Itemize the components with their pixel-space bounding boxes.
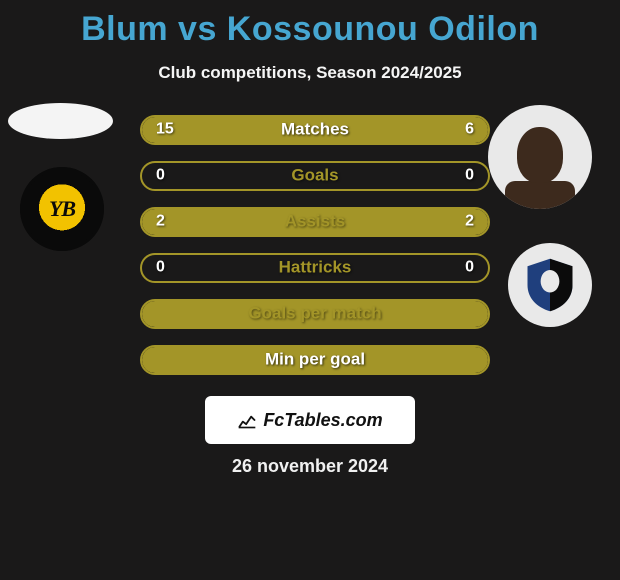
- metric-label: Assists: [142, 212, 488, 232]
- club-left-badge: YB: [20, 167, 104, 251]
- page-title: Blum vs Kossounou Odilon: [0, 0, 620, 49]
- brand-text: FcTables.com: [263, 410, 382, 431]
- metric-label: Matches: [142, 120, 488, 140]
- brand-box: FcTables.com: [205, 396, 415, 444]
- chart-icon: [237, 410, 257, 430]
- player-right-avatar: [488, 105, 592, 209]
- metric-label: Goals: [142, 166, 488, 186]
- player-left-avatar: [8, 103, 113, 139]
- footer-date: 26 november 2024: [0, 456, 620, 477]
- stat-row: 156Matches: [140, 115, 490, 145]
- metric-label: Min per goal: [142, 350, 488, 370]
- stat-row: 22Assists: [140, 207, 490, 237]
- metric-label: Goals per match: [142, 304, 488, 324]
- metric-label: Hattricks: [142, 258, 488, 278]
- stat-row: Min per goal: [140, 345, 490, 375]
- stat-row: 00Goals: [140, 161, 490, 191]
- club-left-abbr: YB: [49, 196, 75, 222]
- club-right-badge: [508, 243, 592, 327]
- stat-rows: 156Matches 00Goals 22Assists 00Hattricks Goa…: [140, 115, 490, 391]
- stat-row: Goals per match: [140, 299, 490, 329]
- stat-row: 00Hattricks: [140, 253, 490, 283]
- atalanta-crest-icon: [520, 255, 580, 315]
- page-subtitle: Club competitions, Season 2024/2025: [0, 63, 620, 83]
